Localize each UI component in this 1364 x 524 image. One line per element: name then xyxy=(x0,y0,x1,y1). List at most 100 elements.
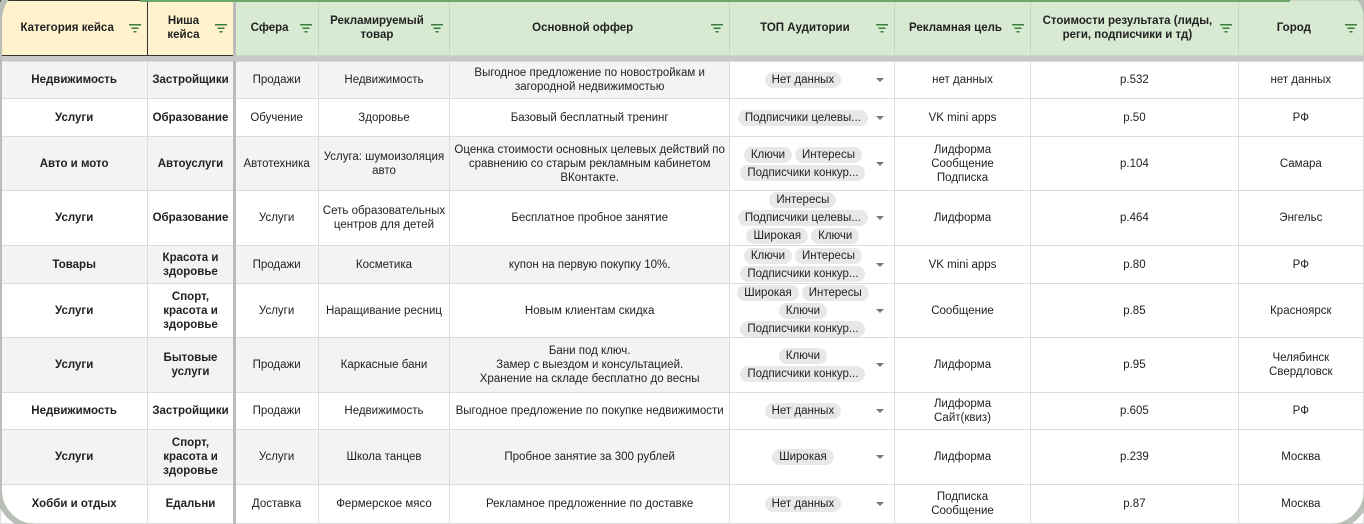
cell-goal[interactable]: Подписка Сообщение xyxy=(893,484,1032,524)
cell-city[interactable]: Самара xyxy=(1237,136,1364,191)
dropdown-arrow-icon[interactable] xyxy=(875,78,884,82)
filter-icon[interactable] xyxy=(875,23,888,33)
cell-sphere[interactable]: Автотехника xyxy=(233,136,319,191)
cell-category[interactable]: Недвижимость xyxy=(0,61,149,99)
dropdown-arrow-icon[interactable] xyxy=(875,409,884,413)
cell-audiences[interactable]: Нет данных xyxy=(728,392,895,430)
cell-niche[interactable]: Спорт, красота и здоровье xyxy=(147,283,236,338)
cell-cost[interactable]: р.532 xyxy=(1030,61,1239,99)
column-header-category[interactable]: Категория кейса xyxy=(0,0,149,56)
cell-audiences[interactable]: Ключи Интересы Подписчики конкур... xyxy=(728,136,895,191)
cell-offer[interactable]: Новым клиентам скидка xyxy=(449,283,730,338)
filter-icon[interactable] xyxy=(1345,23,1357,33)
filter-icon[interactable] xyxy=(431,23,444,33)
cell-sphere[interactable]: Продажи xyxy=(233,245,319,284)
dropdown-arrow-icon[interactable] xyxy=(875,115,884,120)
cell-city[interactable]: Челябинск Свердловск xyxy=(1237,337,1364,393)
cell-category[interactable]: Услуги xyxy=(0,337,149,393)
cell-category[interactable]: Хобби и отдых xyxy=(0,484,149,524)
cell-product[interactable]: Школа танцев xyxy=(317,429,451,485)
cell-product[interactable]: Сеть образовательных центров для детей xyxy=(317,190,451,246)
dropdown-arrow-icon[interactable] xyxy=(875,262,884,267)
cell-audiences[interactable]: Подписчики целевы... xyxy=(728,98,895,137)
cell-goal[interactable]: нет данных xyxy=(893,61,1032,99)
cell-cost[interactable]: р.464 xyxy=(1030,190,1239,246)
cell-audiences[interactable]: Нет данных xyxy=(728,61,895,99)
cell-audiences[interactable]: Ключи Подписчики конкур... xyxy=(728,337,895,393)
cell-audiences[interactable]: Нет данных xyxy=(728,484,895,524)
cell-city[interactable]: Красноярск xyxy=(1237,283,1364,338)
cell-goal[interactable]: Лидформа xyxy=(893,337,1032,393)
cell-audiences[interactable]: Широкая Интересы Ключи Подписчики конкур... xyxy=(728,283,895,338)
cell-goal[interactable]: Сообщение xyxy=(893,283,1032,338)
cell-niche[interactable]: Застройщики xyxy=(147,392,236,430)
cell-niche[interactable]: Едальни xyxy=(147,484,236,524)
cell-sphere[interactable]: Услуги xyxy=(233,190,319,246)
cell-cost[interactable]: р.50 xyxy=(1030,98,1239,137)
cell-cost[interactable]: р.87 xyxy=(1030,484,1239,524)
cell-product[interactable]: Каркасные бани xyxy=(317,337,451,393)
cell-goal[interactable]: Лидформа xyxy=(893,429,1032,485)
cell-sphere[interactable]: Продажи xyxy=(233,61,319,99)
dropdown-arrow-icon[interactable] xyxy=(875,216,884,220)
cell-product[interactable]: Косметика xyxy=(317,245,451,284)
cell-goal[interactable]: Лидформа Сайт(квиз) xyxy=(893,392,1032,430)
freeze-bar[interactable] xyxy=(0,55,1364,62)
column-header-offer[interactable]: Основной оффер xyxy=(449,0,730,56)
cell-cost[interactable]: р.104 xyxy=(1030,136,1239,191)
cell-niche[interactable]: Образование xyxy=(147,98,236,137)
column-header-sphere[interactable]: Сфера xyxy=(233,0,319,56)
cell-offer[interactable]: Выгодное предложение по покупке недвижим… xyxy=(449,392,730,430)
dropdown-arrow-icon[interactable] xyxy=(875,308,884,313)
filter-icon[interactable] xyxy=(1219,23,1232,33)
cell-sphere[interactable]: Доставка xyxy=(233,484,319,524)
cell-offer[interactable]: купон на первую покупку 10%. xyxy=(449,245,730,284)
cell-goal[interactable]: Лидформа Сообщение Подписка xyxy=(893,136,1032,191)
cell-category[interactable]: Услуги xyxy=(0,283,149,338)
cell-city[interactable]: нет данных xyxy=(1237,61,1364,99)
cell-city[interactable]: РФ xyxy=(1237,392,1364,430)
column-header-niche[interactable]: Ниша кейса xyxy=(147,0,236,56)
cell-city[interactable]: Москва xyxy=(1237,484,1364,524)
cell-cost[interactable]: р.605 xyxy=(1030,392,1239,430)
dropdown-arrow-icon[interactable] xyxy=(875,455,884,459)
filter-icon[interactable] xyxy=(1012,23,1025,33)
cell-category[interactable]: Недвижимость xyxy=(0,392,149,430)
cell-offer[interactable]: Пробное занятие за 300 рублей xyxy=(449,429,730,485)
cell-product[interactable]: Услуга: шумоизоляция авто xyxy=(317,136,451,191)
cell-sphere[interactable]: Услуги xyxy=(233,429,319,485)
cell-goal[interactable]: VK mini apps xyxy=(893,245,1032,284)
cell-audiences[interactable]: Интересы Подписчики целевы... Широкая Ключи xyxy=(728,190,895,246)
cell-sphere[interactable]: Обучение xyxy=(233,98,319,137)
cell-product[interactable]: Наращивание ресниц xyxy=(317,283,451,338)
cell-category[interactable]: Товары xyxy=(0,245,149,284)
dropdown-arrow-icon[interactable] xyxy=(875,502,884,506)
dropdown-arrow-icon[interactable] xyxy=(875,161,884,166)
cell-audiences[interactable]: Широкая xyxy=(728,429,895,485)
cell-category[interactable]: Услуги xyxy=(0,190,149,246)
frozen-rows-divider[interactable] xyxy=(0,55,1364,62)
cell-product[interactable]: Недвижимость xyxy=(317,61,451,99)
cell-niche[interactable]: Образование xyxy=(147,190,236,246)
cell-niche[interactable]: Автоуслуги xyxy=(147,136,236,191)
column-header-goal[interactable]: Рекламная цель xyxy=(893,0,1032,56)
cell-city[interactable]: РФ xyxy=(1237,245,1364,284)
cell-cost[interactable]: р.239 xyxy=(1030,429,1239,485)
cell-offer[interactable]: Рекламное предложенние по доставке xyxy=(449,484,730,524)
cell-niche[interactable]: Бытовые услуги xyxy=(147,337,236,393)
cell-niche[interactable]: Застройщики xyxy=(147,61,236,99)
cell-audiences[interactable]: Ключи Интересы Подписчики конкур... xyxy=(728,245,895,284)
cell-category[interactable]: Услуги xyxy=(0,429,149,485)
cell-city[interactable]: РФ xyxy=(1237,98,1364,137)
column-header-audiences[interactable]: ТОП Аудитории xyxy=(728,0,895,56)
cell-offer[interactable]: Базовый бесплатный тренинг xyxy=(449,98,730,137)
cell-offer[interactable]: Бесплатное пробное занятие xyxy=(449,190,730,246)
column-header-city[interactable]: Город xyxy=(1237,0,1364,56)
cell-niche[interactable]: Спорт, красота и здоровье xyxy=(147,429,236,485)
filter-icon[interactable] xyxy=(129,23,142,33)
cell-goal[interactable]: VK mini apps xyxy=(893,98,1032,137)
cell-product[interactable]: Недвижимость xyxy=(317,392,451,430)
cell-cost[interactable]: р.95 xyxy=(1030,337,1239,393)
cell-goal[interactable]: Лидформа xyxy=(893,190,1032,246)
cell-product[interactable]: Здоровье xyxy=(317,98,451,137)
